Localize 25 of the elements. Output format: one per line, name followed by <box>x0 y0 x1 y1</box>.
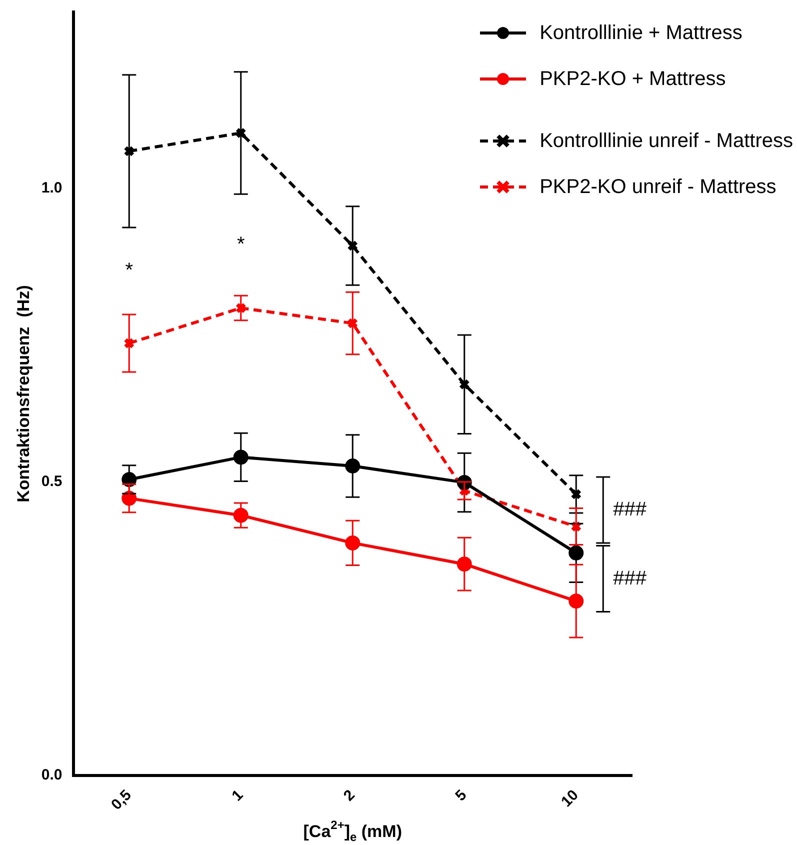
annotation: ### <box>613 567 648 590</box>
annotation: * <box>236 233 245 256</box>
point <box>124 146 135 157</box>
y-tick-label: 0.0 <box>41 766 62 784</box>
legend-label: Kontrolllinie unreif - Mattress <box>540 130 793 152</box>
y-tick-label: 0.5 <box>41 473 62 490</box>
legend-label: PKP2-KO + Mattress <box>540 68 726 90</box>
x-tick-label: 1 <box>228 786 247 805</box>
legend-label: PKP2-KO unreif - Mattress <box>540 176 776 198</box>
annotation: ### <box>613 498 648 521</box>
point <box>235 302 246 314</box>
x-tick-label: 0,5 <box>108 786 135 814</box>
point <box>124 338 135 349</box>
point <box>235 127 246 139</box>
point <box>347 318 358 329</box>
y-axis-title: Kontraktionsfrequenz (Hz) <box>14 285 33 502</box>
point <box>458 378 470 390</box>
annotation: * <box>125 260 134 282</box>
y-tick-label: 1.0 <box>41 179 62 196</box>
point <box>570 488 582 500</box>
legend-label: Kontrolllinie + Mattress <box>540 22 742 44</box>
x-tick-label: 5 <box>452 786 470 805</box>
x-tick-label: 10 <box>558 786 582 810</box>
point <box>347 240 358 252</box>
x-tick-label: 2 <box>340 786 358 805</box>
